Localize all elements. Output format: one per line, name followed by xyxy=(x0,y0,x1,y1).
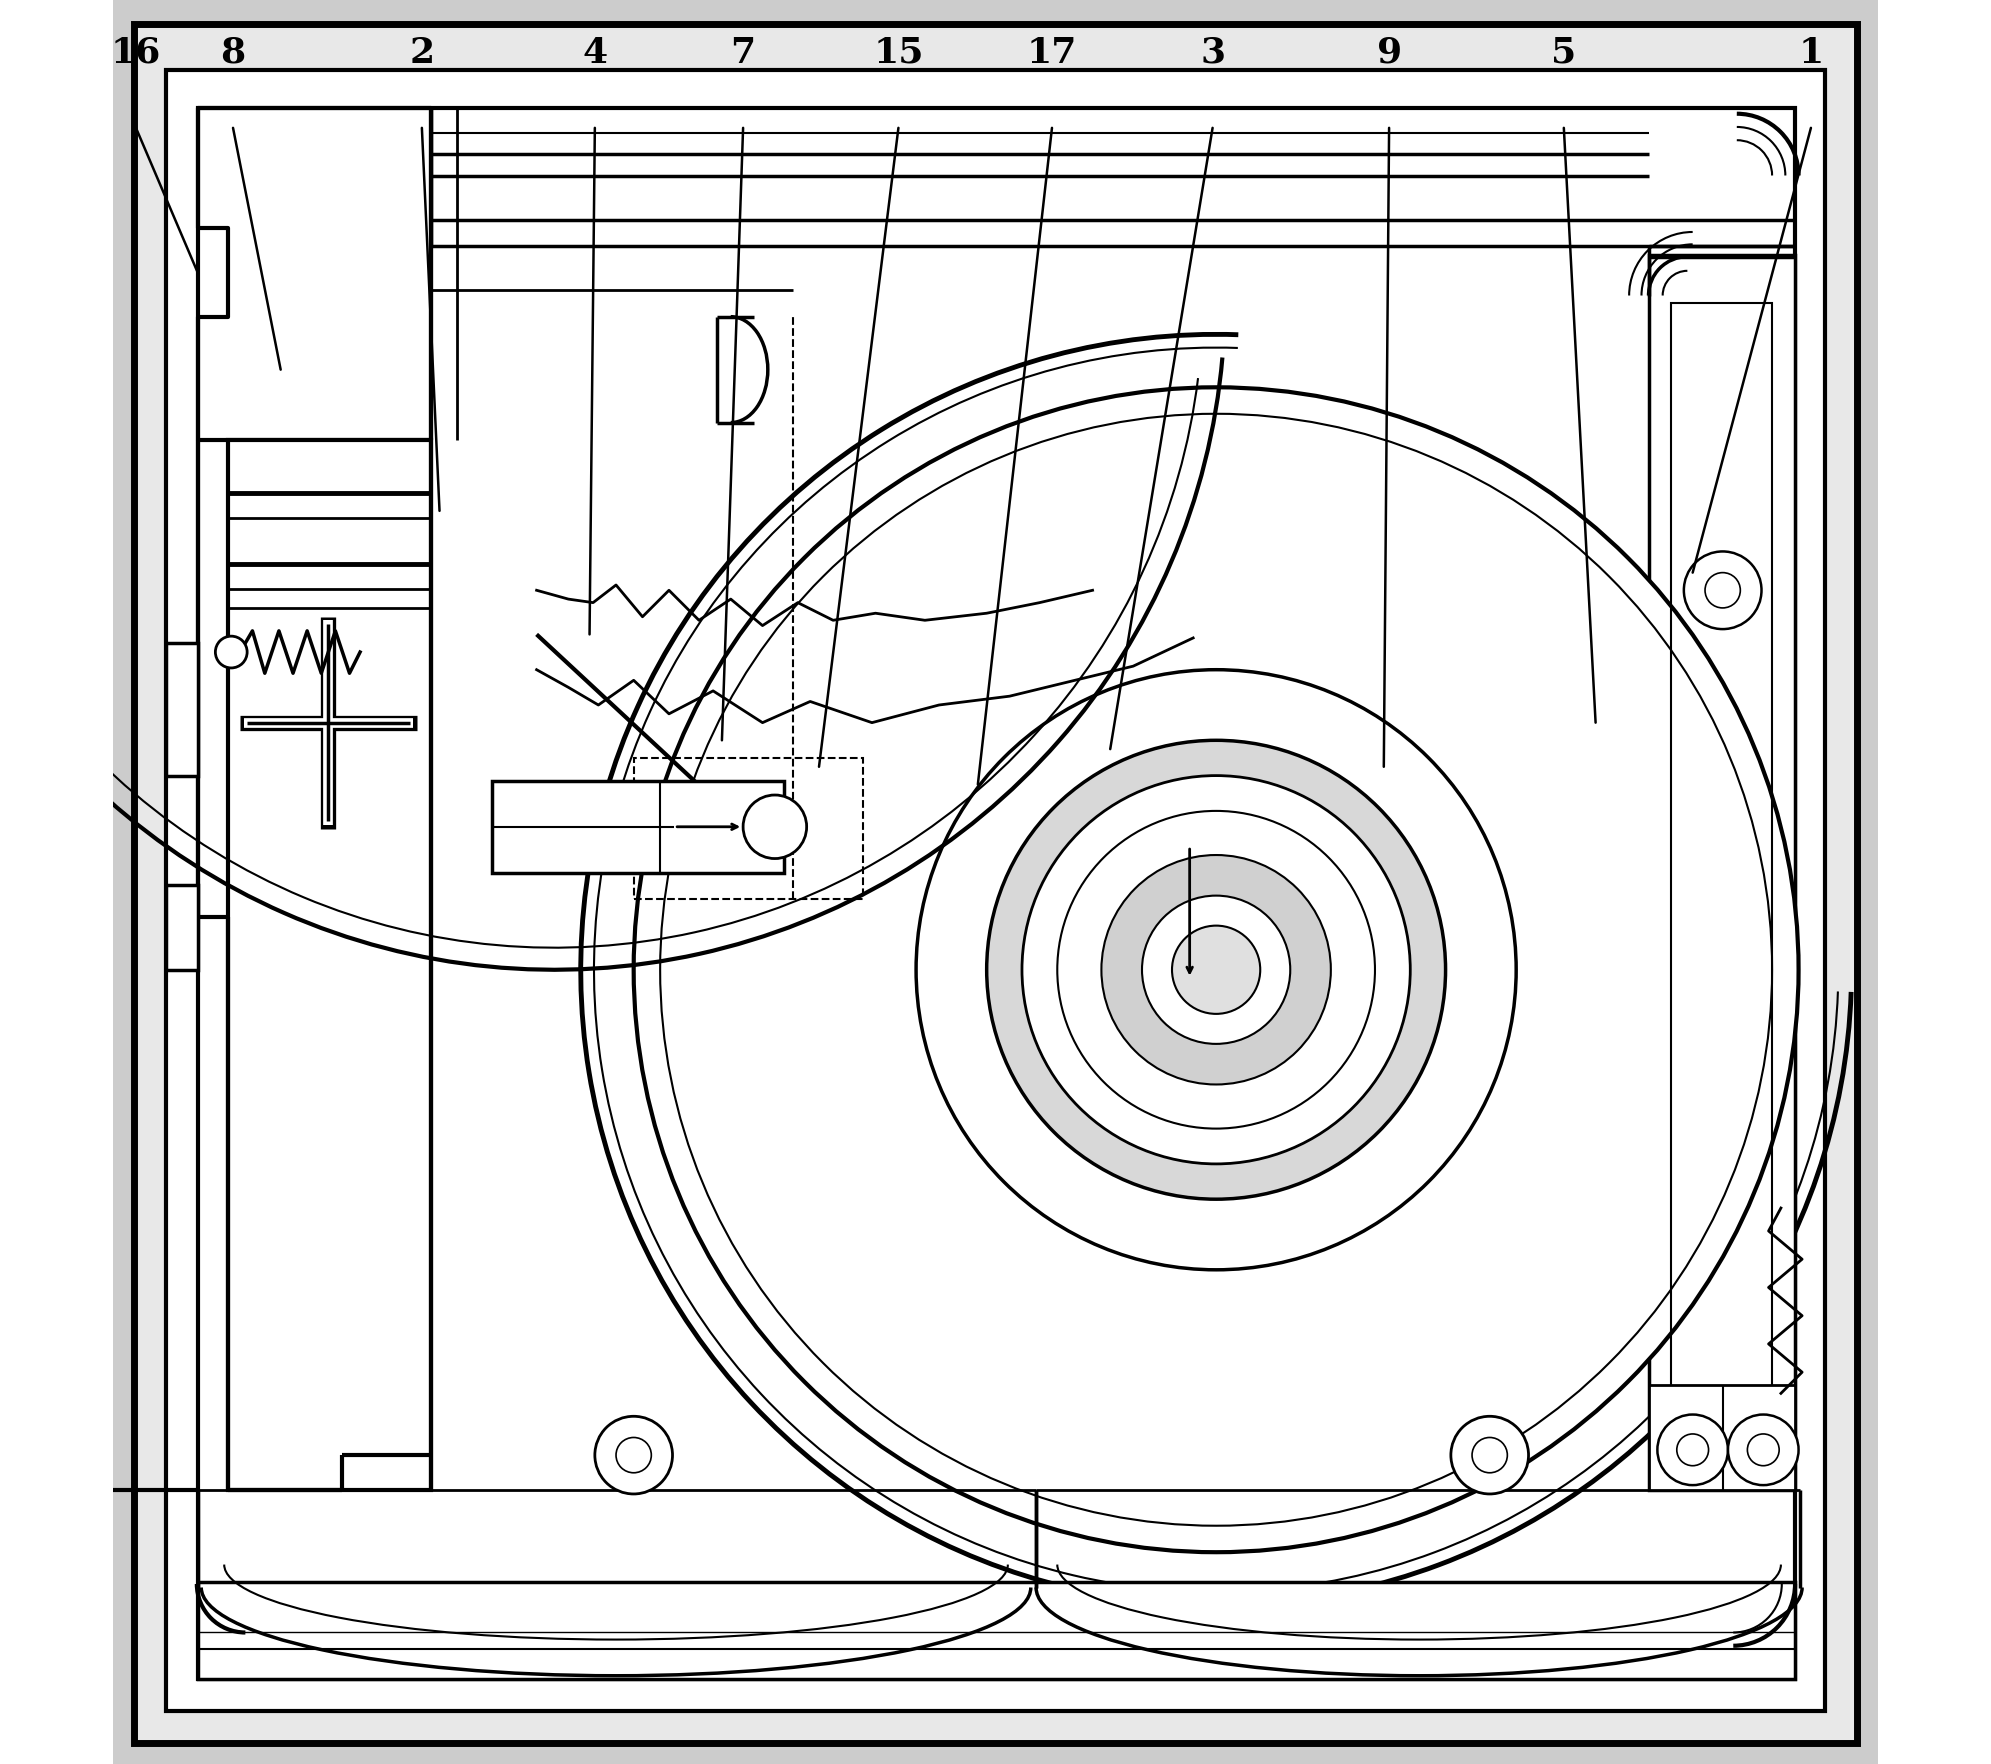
Circle shape xyxy=(595,1416,673,1494)
Circle shape xyxy=(1021,776,1410,1164)
Bar xyxy=(197,109,1796,1679)
Circle shape xyxy=(1676,1434,1708,1466)
Circle shape xyxy=(615,1438,651,1473)
Circle shape xyxy=(1451,1416,1529,1494)
Bar xyxy=(227,441,430,1491)
Text: 4: 4 xyxy=(581,35,607,71)
Bar xyxy=(165,644,197,776)
Bar xyxy=(492,781,784,873)
Bar xyxy=(633,759,864,900)
Text: 17: 17 xyxy=(1027,35,1077,71)
Bar xyxy=(197,1582,1796,1679)
Circle shape xyxy=(1173,926,1260,1014)
Circle shape xyxy=(633,388,1798,1552)
Circle shape xyxy=(1728,1415,1798,1485)
Circle shape xyxy=(1657,1415,1728,1485)
Circle shape xyxy=(988,741,1445,1200)
Circle shape xyxy=(1143,896,1290,1044)
Circle shape xyxy=(1684,552,1762,630)
Bar xyxy=(1649,1385,1796,1491)
Text: 3: 3 xyxy=(1201,35,1224,71)
Bar xyxy=(1672,303,1772,1468)
Circle shape xyxy=(1101,856,1330,1085)
Text: 8: 8 xyxy=(221,35,245,71)
Text: 1: 1 xyxy=(1798,35,1824,71)
Text: 5: 5 xyxy=(1551,35,1577,71)
Circle shape xyxy=(215,637,247,669)
Text: 9: 9 xyxy=(1376,35,1402,71)
Text: 7: 7 xyxy=(731,35,757,71)
Circle shape xyxy=(1748,1434,1780,1466)
Text: 16: 16 xyxy=(111,35,161,71)
Bar xyxy=(1649,256,1796,1491)
Circle shape xyxy=(1704,573,1740,609)
Circle shape xyxy=(743,796,806,859)
Circle shape xyxy=(1471,1438,1507,1473)
Text: 15: 15 xyxy=(874,35,924,71)
Bar xyxy=(165,886,197,970)
Text: 2: 2 xyxy=(410,35,434,71)
